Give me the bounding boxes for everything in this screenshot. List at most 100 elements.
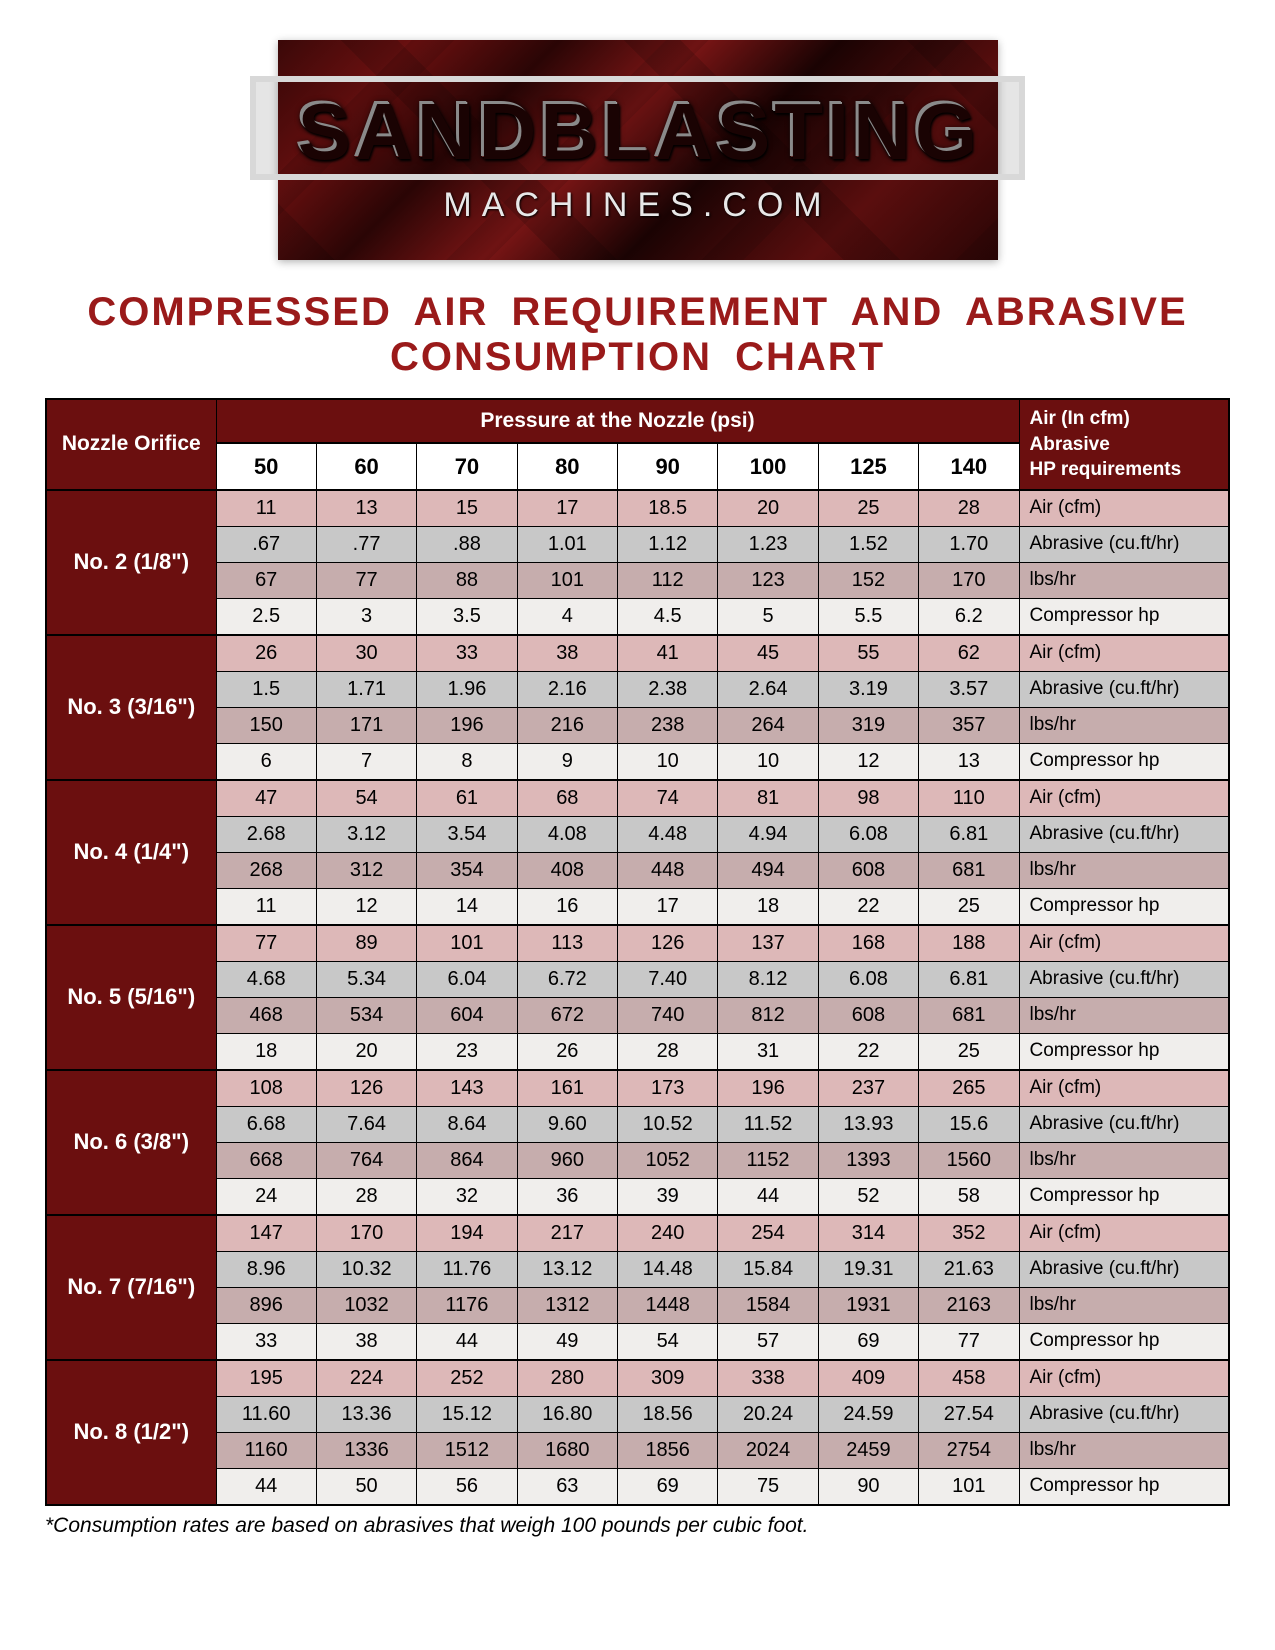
data-cell: 25 (919, 888, 1019, 925)
data-cell: 1.5 (216, 671, 316, 707)
data-cell: 54 (618, 1323, 718, 1360)
data-cell: 33 (216, 1323, 316, 1360)
data-cell: 408 (517, 852, 617, 888)
data-cell: 188 (919, 925, 1019, 962)
data-cell: 3 (316, 598, 416, 635)
data-cell: 77 (919, 1323, 1019, 1360)
footnote: *Consumption rates are based on abrasive… (45, 1514, 1230, 1538)
table-row: 11.6013.3615.1216.8018.5620.2424.5927.54… (46, 1396, 1229, 1432)
data-cell: .88 (417, 526, 517, 562)
data-cell: 6.08 (818, 816, 918, 852)
data-cell: 17 (618, 888, 718, 925)
data-cell: 1052 (618, 1142, 718, 1178)
data-cell: 18.5 (618, 490, 718, 527)
data-cell: 1.52 (818, 526, 918, 562)
data-cell: 18.56 (618, 1396, 718, 1432)
data-cell: 4.48 (618, 816, 718, 852)
data-cell: 1.96 (417, 671, 517, 707)
data-cell: 6.68 (216, 1106, 316, 1142)
table-row: 1.51.711.962.162.382.643.193.57Abrasive … (46, 671, 1229, 707)
data-cell: 17 (517, 490, 617, 527)
metric-label: Abrasive (cu.ft/hr) (1019, 961, 1229, 997)
data-cell: 18 (216, 1033, 316, 1070)
psi-column-header: 125 (818, 443, 918, 490)
data-cell: 22 (818, 888, 918, 925)
data-cell: 39 (618, 1178, 718, 1215)
data-cell: 608 (818, 997, 918, 1033)
metric-label: Abrasive (cu.ft/hr) (1019, 1106, 1229, 1142)
data-cell: 6.08 (818, 961, 918, 997)
data-cell: 1856 (618, 1432, 718, 1468)
data-cell: 32 (417, 1178, 517, 1215)
data-cell: 11 (216, 888, 316, 925)
data-cell: 6.81 (919, 816, 1019, 852)
data-cell: 55 (818, 635, 918, 672)
data-cell: 6.72 (517, 961, 617, 997)
data-cell: 75 (718, 1468, 818, 1505)
data-cell: 740 (618, 997, 718, 1033)
metric-label: lbs/hr (1019, 852, 1229, 888)
psi-column-header: 140 (919, 443, 1019, 490)
data-cell: 11 (216, 490, 316, 527)
data-cell: 19.31 (818, 1251, 918, 1287)
data-cell: 4 (517, 598, 617, 635)
data-cell: 20 (718, 490, 818, 527)
table-row: No. 2 (1/8")1113151718.5202528Air (cfm) (46, 490, 1229, 527)
table-row: 268312354408448494608681lbs/hr (46, 852, 1229, 888)
data-cell: 69 (818, 1323, 918, 1360)
data-cell: 22 (818, 1033, 918, 1070)
data-cell: 16 (517, 888, 617, 925)
data-cell: 960 (517, 1142, 617, 1178)
data-cell: 309 (618, 1360, 718, 1397)
data-cell: 8.96 (216, 1251, 316, 1287)
data-cell: 11.76 (417, 1251, 517, 1287)
data-cell: 10 (618, 743, 718, 780)
data-cell: 9.60 (517, 1106, 617, 1142)
data-cell: 28 (919, 490, 1019, 527)
data-cell: 280 (517, 1360, 617, 1397)
table-row: 677788101112123152170lbs/hr (46, 562, 1229, 598)
table-row: 1820232628312225Compressor hp (46, 1033, 1229, 1070)
psi-column-header: 100 (718, 443, 818, 490)
data-cell: 20.24 (718, 1396, 818, 1432)
data-cell: 2754 (919, 1432, 1019, 1468)
data-cell: 44 (216, 1468, 316, 1505)
data-cell: 161 (517, 1070, 617, 1107)
data-cell: 126 (316, 1070, 416, 1107)
data-cell: 2.64 (718, 671, 818, 707)
data-cell: 216 (517, 707, 617, 743)
table-row: 678910101213Compressor hp (46, 743, 1229, 780)
data-cell: 2.38 (618, 671, 718, 707)
data-cell: 23 (417, 1033, 517, 1070)
data-cell: 7.40 (618, 961, 718, 997)
data-cell: 812 (718, 997, 818, 1033)
data-cell: 150 (216, 707, 316, 743)
data-cell: 1032 (316, 1287, 416, 1323)
data-cell: 4.5 (618, 598, 718, 635)
data-cell: 30 (316, 635, 416, 672)
nozzle-label: No. 5 (5/16") (46, 925, 216, 1070)
data-cell: 1160 (216, 1432, 316, 1468)
metric-label: Compressor hp (1019, 1468, 1229, 1505)
data-cell: 1336 (316, 1432, 416, 1468)
data-cell: 69 (618, 1468, 718, 1505)
metric-label: Air (cfm) (1019, 925, 1229, 962)
table-row: No. 8 (1/2")195224252280309338409458Air … (46, 1360, 1229, 1397)
metric-label: lbs/hr (1019, 1142, 1229, 1178)
data-cell: 194 (417, 1215, 517, 1252)
data-cell: 11.52 (718, 1106, 818, 1142)
data-cell: 264 (718, 707, 818, 743)
data-cell: 1176 (417, 1287, 517, 1323)
data-cell: 668 (216, 1142, 316, 1178)
data-cell: 152 (818, 562, 918, 598)
data-cell: 10.52 (618, 1106, 718, 1142)
data-cell: 1.70 (919, 526, 1019, 562)
data-cell: 171 (316, 707, 416, 743)
data-cell: 237 (818, 1070, 918, 1107)
data-cell: 10.32 (316, 1251, 416, 1287)
data-cell: 13.12 (517, 1251, 617, 1287)
data-cell: 1152 (718, 1142, 818, 1178)
data-cell: 12 (818, 743, 918, 780)
data-cell: 25 (919, 1033, 1019, 1070)
data-cell: 52 (818, 1178, 918, 1215)
